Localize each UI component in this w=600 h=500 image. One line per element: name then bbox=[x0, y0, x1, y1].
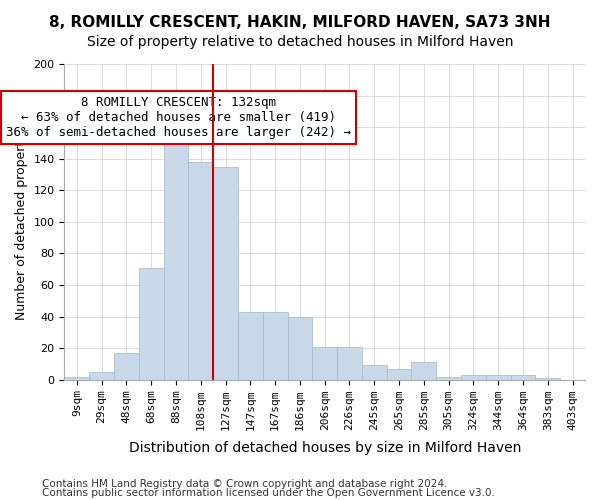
Bar bbox=[386, 368, 412, 380]
Bar bbox=[313, 346, 337, 380]
Bar bbox=[114, 353, 139, 380]
Text: Contains HM Land Registry data © Crown copyright and database right 2024.: Contains HM Land Registry data © Crown c… bbox=[42, 479, 448, 489]
Bar bbox=[188, 162, 213, 380]
Bar bbox=[486, 375, 511, 380]
Text: Contains public sector information licensed under the Open Government Licence v3: Contains public sector information licen… bbox=[42, 488, 495, 498]
Text: Size of property relative to detached houses in Milford Haven: Size of property relative to detached ho… bbox=[87, 35, 513, 49]
Bar bbox=[535, 378, 560, 380]
Bar bbox=[139, 268, 164, 380]
Bar bbox=[263, 312, 287, 380]
Bar bbox=[511, 375, 535, 380]
Bar bbox=[461, 375, 486, 380]
Text: 8 ROMILLY CRESCENT: 132sqm
← 63% of detached houses are smaller (419)
36% of sem: 8 ROMILLY CRESCENT: 132sqm ← 63% of deta… bbox=[7, 96, 352, 138]
Bar bbox=[412, 362, 436, 380]
Text: 8, ROMILLY CRESCENT, HAKIN, MILFORD HAVEN, SA73 3NH: 8, ROMILLY CRESCENT, HAKIN, MILFORD HAVE… bbox=[49, 15, 551, 30]
Bar bbox=[164, 127, 188, 380]
Y-axis label: Number of detached properties: Number of detached properties bbox=[15, 124, 28, 320]
Bar bbox=[287, 316, 313, 380]
Bar bbox=[337, 346, 362, 380]
Bar bbox=[64, 376, 89, 380]
Bar bbox=[238, 312, 263, 380]
X-axis label: Distribution of detached houses by size in Milford Haven: Distribution of detached houses by size … bbox=[128, 441, 521, 455]
Bar bbox=[89, 372, 114, 380]
Bar bbox=[436, 376, 461, 380]
Bar bbox=[362, 366, 386, 380]
Bar bbox=[213, 166, 238, 380]
